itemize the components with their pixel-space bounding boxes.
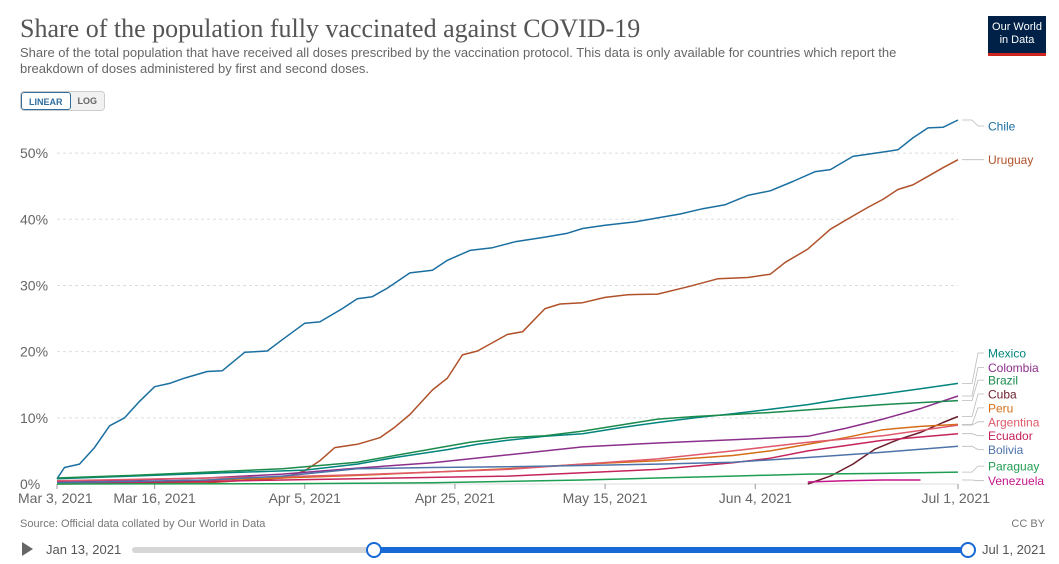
- legend-connector: [962, 445, 984, 451]
- scale-toggle: LINEAR LOG: [20, 91, 105, 111]
- legend-label-venezuela[interactable]: Venezuela: [988, 474, 1044, 488]
- series-line-chile[interactable]: [56, 119, 959, 480]
- y-tick-label: 50%: [20, 145, 48, 161]
- series-line-brazil[interactable]: [56, 399, 959, 479]
- chart-subtitle: Share of the total population that have …: [20, 45, 897, 76]
- y-tick-label: 10%: [20, 410, 48, 426]
- timeline: Jan 13, 2021 Jul 1, 2021: [0, 538, 1059, 562]
- timeline-end-label: Jul 1, 2021: [982, 542, 1046, 557]
- legend-connector: [962, 479, 984, 482]
- legend-label-cuba[interactable]: Cuba: [988, 387, 1017, 401]
- timeline-start-handle[interactable]: [366, 542, 383, 558]
- legend-connector: [962, 393, 984, 417]
- legend-label-bolivia[interactable]: Bolivia: [988, 443, 1024, 457]
- series-line-venezuela[interactable]: [807, 479, 921, 483]
- y-tick-label: 20%: [20, 344, 48, 360]
- series-line-bolivia[interactable]: [56, 445, 959, 484]
- series-line-mexico[interactable]: [56, 382, 959, 480]
- series-lines: [56, 119, 959, 485]
- legend-label-brazil[interactable]: Brazil: [988, 374, 1018, 388]
- legend-label-chile[interactable]: Chile: [988, 119, 1016, 133]
- legend-label-ecuador[interactable]: Ecuador: [988, 429, 1033, 443]
- x-tick-label: May 15, 2021: [563, 490, 648, 506]
- legend-label-paraguay[interactable]: Paraguay: [988, 460, 1039, 474]
- legend-connector: [962, 367, 984, 397]
- legend-label-mexico[interactable]: Mexico: [988, 346, 1026, 360]
- log-scale-button[interactable]: LOG: [70, 92, 104, 110]
- x-tick-label: Apr 25, 2021: [415, 490, 495, 506]
- timeline-selected-range: [374, 547, 968, 553]
- timeline-end-handle[interactable]: [960, 542, 976, 558]
- series-line-paraguay[interactable]: [56, 471, 959, 485]
- x-tick-label: Jul 1, 2021: [922, 490, 991, 506]
- license-link[interactable]: CC BY: [1011, 518, 1045, 530]
- linear-scale-button[interactable]: LINEAR: [21, 92, 71, 110]
- y-tick-label: 40%: [20, 211, 48, 227]
- logo-line-1: Our World: [992, 21, 1042, 33]
- logo-accent-bar: [988, 53, 1046, 56]
- legend-label-argentina[interactable]: Argentina: [988, 415, 1040, 429]
- legend-label-uruguay[interactable]: Uruguay: [988, 153, 1033, 167]
- y-tick-label: 0%: [20, 476, 40, 492]
- play-icon[interactable]: [22, 542, 33, 556]
- series-line-peru[interactable]: [56, 423, 959, 485]
- x-axis-tick-labels: Mar 3, 2021 Mar 16, 2021 Apr 5, 2021 Apr 25…: [18, 484, 990, 506]
- y-tick-label: 30%: [20, 277, 48, 293]
- legend-label-peru[interactable]: Peru: [988, 401, 1013, 415]
- legend-label-colombia[interactable]: Colombia: [988, 361, 1039, 375]
- grid-lines: [57, 152, 958, 485]
- x-tick-label: Apr 5, 2021: [269, 490, 342, 506]
- timeline-start-label: Jan 13, 2021: [46, 542, 122, 557]
- x-tick-label: Mar 3, 2021: [18, 490, 93, 506]
- x-tick-label: Mar 16, 2021: [113, 490, 196, 506]
- legend-connector: [962, 352, 984, 384]
- legend-connector: [962, 465, 984, 473]
- chart-title: Share of the population fully vaccinated…: [20, 14, 641, 43]
- y-axis-tick-labels: 0% 10% 20% 30% 40% 50%: [20, 145, 48, 492]
- logo-line-2: in Data: [999, 34, 1035, 46]
- series-line-argentina[interactable]: [56, 424, 959, 482]
- legend-connector: [962, 433, 984, 437]
- series-line-colombia[interactable]: [56, 395, 959, 483]
- x-tick-label: Jun 4, 2021: [719, 490, 792, 506]
- legend-connector: [962, 119, 984, 127]
- series-line-uruguay[interactable]: [56, 159, 959, 485]
- series-legend: Chile Uruguay MexicoColombiaBrazilCubaPeru…: [962, 119, 1044, 488]
- owid-logo[interactable]: Our World in Data: [988, 16, 1046, 56]
- timeline-track[interactable]: [132, 542, 976, 558]
- legend-connector: [962, 407, 984, 425]
- legend-connector: [962, 379, 984, 402]
- source-note[interactable]: Source: Official data collated by Our Wo…: [20, 518, 266, 530]
- legend-connector: [962, 421, 984, 426]
